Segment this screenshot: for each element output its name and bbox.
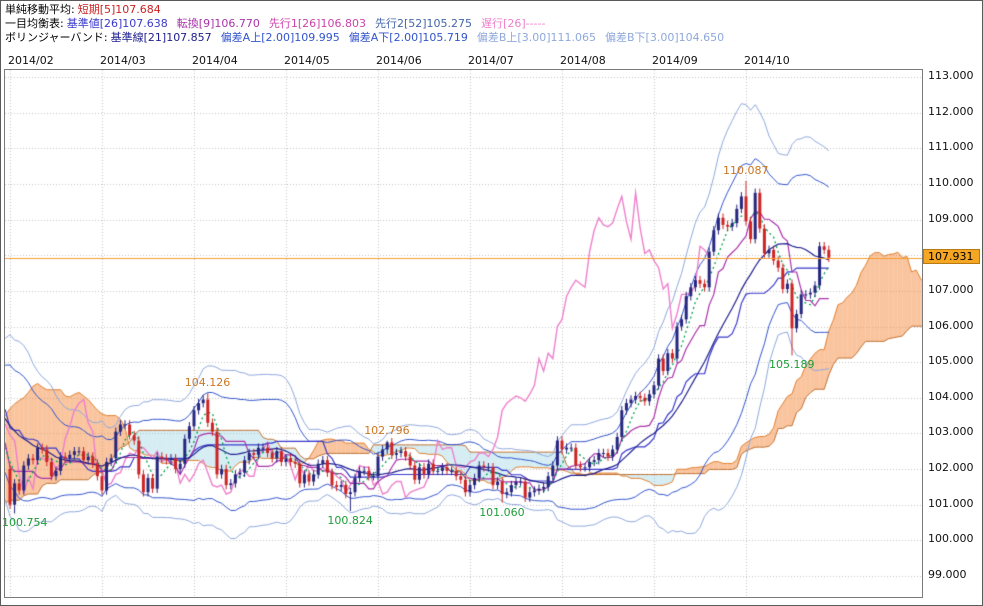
legend-row: 単純移動平均: 短期[5]107.684 bbox=[5, 3, 733, 17]
legend-row: ボリンジャーバンド: 基準線[21]107.857 偏差A上[2.00]109.99… bbox=[5, 31, 733, 45]
legend-item: 偏差A上[2.00]109.995 bbox=[220, 31, 340, 44]
legend-row: 一目均衡表: 基準値[26]107.638 転換[9]106.770 先行1[26]1… bbox=[5, 17, 733, 31]
legend-item: 短期[5]107.684 bbox=[77, 3, 161, 16]
price-axis-label: 104.000 bbox=[928, 389, 974, 403]
legend-item: 先行2[52]105.275 bbox=[374, 17, 473, 30]
price-annotation: 105.189 bbox=[769, 358, 815, 372]
legend-item: 遅行[26]----- bbox=[481, 17, 546, 30]
x-axis-month-label: 2014/08 bbox=[560, 54, 606, 67]
price-annotation: 100.754 bbox=[2, 516, 48, 530]
legend-item: 基準値[26]107.638 bbox=[66, 17, 168, 30]
x-axis-month-label: 2014/03 bbox=[100, 54, 146, 67]
legend-item: 偏差B下[3.00]104.650 bbox=[604, 31, 725, 44]
legend-item: 転換[9]106.770 bbox=[176, 17, 260, 30]
price-annotation: 110.087 bbox=[723, 163, 769, 177]
indicator-legend: 単純移動平均: 短期[5]107.684 一目均衡表: 基準値[26]107.638 転… bbox=[5, 3, 733, 45]
x-axis-month-label: 2014/06 bbox=[376, 54, 422, 67]
current-price-tag: 107.931 bbox=[923, 248, 980, 264]
price-axis-label: 102.000 bbox=[928, 461, 974, 475]
price-annotation: 101.060 bbox=[479, 505, 525, 519]
legend-row-label: 一目均衡表: bbox=[5, 17, 64, 30]
price-annotation: 102.796 bbox=[364, 423, 410, 437]
price-axis-label: 105.000 bbox=[928, 354, 974, 368]
price-axis-label: 101.000 bbox=[928, 496, 974, 510]
price-axis-label: 106.000 bbox=[928, 318, 974, 332]
price-axis-label: 107.000 bbox=[928, 282, 974, 296]
x-axis-month-label: 2014/07 bbox=[468, 54, 514, 67]
price-axis-label: 100.000 bbox=[928, 532, 974, 546]
price-axis-label: 103.000 bbox=[928, 425, 974, 439]
price-axis-label: 99.000 bbox=[928, 568, 967, 581]
x-axis-month-label: 2014/04 bbox=[192, 54, 238, 67]
legend-row-label: 単純移動平均: bbox=[5, 3, 75, 16]
legend-item: 基準線[21]107.857 bbox=[110, 31, 212, 44]
price-annotation: 100.824 bbox=[327, 513, 373, 527]
price-annotation: 104.126 bbox=[184, 376, 231, 390]
price-axis-label: 112.000 bbox=[928, 104, 974, 118]
x-axis-month-label: 2014/09 bbox=[652, 54, 698, 67]
x-axis-month-label: 2014/02 bbox=[8, 54, 54, 67]
price-axis-label: 113.000 bbox=[928, 69, 974, 82]
price-axis-label: 111.000 bbox=[928, 140, 974, 154]
legend-item: 偏差A下[2.00]105.719 bbox=[348, 31, 468, 44]
chart-canvas[interactable] bbox=[4, 69, 923, 598]
x-axis-month-label: 2014/05 bbox=[284, 54, 330, 67]
x-axis-month-label: 2014/10 bbox=[744, 54, 790, 67]
price-axis-label: 109.000 bbox=[928, 211, 974, 225]
legend-item: 先行1[26]106.803 bbox=[268, 17, 366, 30]
legend-row-label: ボリンジャーバンド: bbox=[5, 31, 108, 44]
legend-item: 偏差B上[3.00]111.065 bbox=[476, 31, 596, 44]
price-axis-label: 110.000 bbox=[928, 175, 974, 189]
